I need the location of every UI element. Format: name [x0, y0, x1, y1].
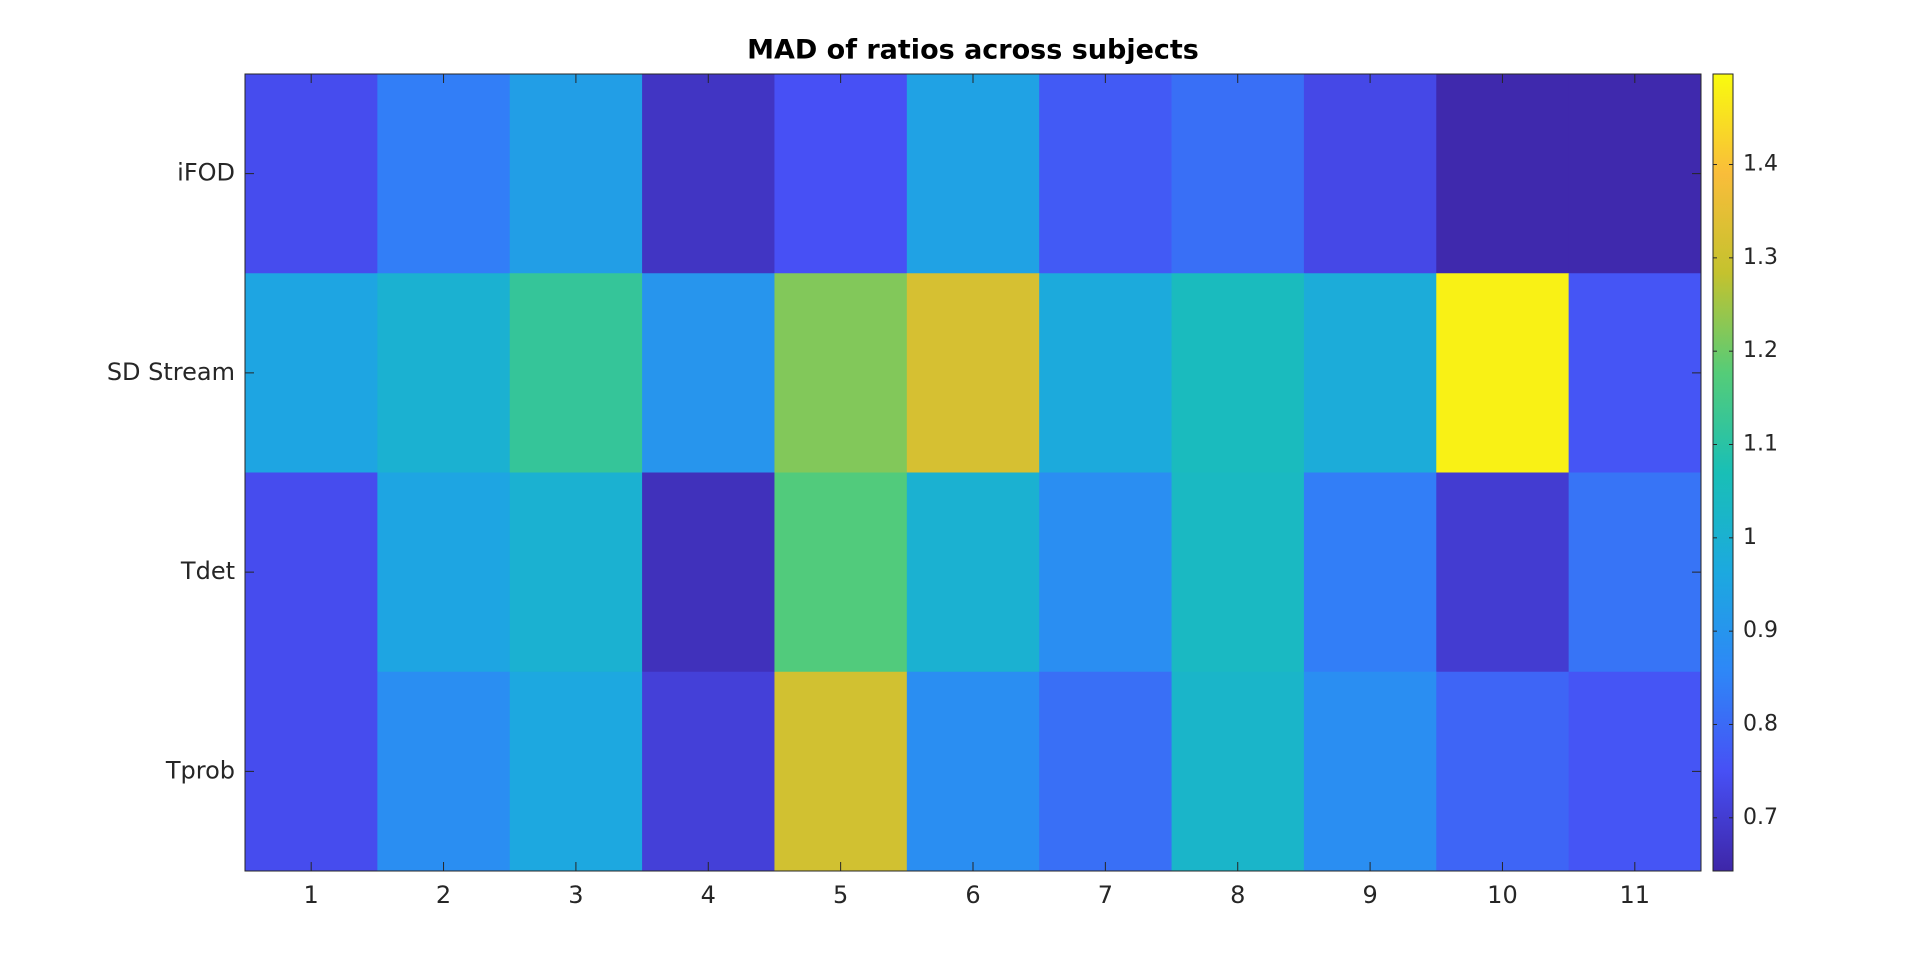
heatmap-cell — [1436, 671, 1570, 872]
colorbar-tick-label: 0.7 — [1743, 805, 1778, 830]
colorbar-tick-label: 1.3 — [1743, 245, 1778, 270]
heatmap-cell — [377, 472, 511, 673]
colorbar-tick-label: 1.1 — [1743, 432, 1778, 457]
chart-title: MAD of ratios across subjects — [747, 35, 1199, 66]
heatmap-cell — [642, 273, 775, 473]
heatmap-cell — [1171, 671, 1305, 872]
heatmap-cell — [1436, 74, 1570, 274]
x-tick-label: 6 — [965, 881, 980, 909]
colorbar-tick-label: 1.4 — [1743, 152, 1778, 177]
y-tick-label: Tprob — [165, 756, 235, 784]
heatmap-cell — [774, 671, 908, 872]
axes-frame — [244, 73, 1702, 872]
heatmap-cell — [509, 74, 643, 274]
x-tick-label: 4 — [701, 881, 716, 909]
heatmap-cell — [642, 472, 775, 673]
heatmap-cell — [1303, 472, 1437, 673]
x-tick-label: 7 — [1098, 881, 1113, 909]
heatmap-cell — [774, 472, 908, 673]
y-tick-label: Tdet — [180, 557, 235, 585]
heatmap-cell — [1039, 671, 1173, 872]
heatmap-cell — [1171, 273, 1305, 473]
heatmap-cell — [245, 74, 378, 274]
heatmap-cell — [774, 273, 908, 473]
heatmap-cell — [906, 472, 1040, 673]
heatmap-cell — [1039, 273, 1173, 473]
heatmap-cell — [1171, 472, 1305, 673]
heatmap-cell — [245, 273, 378, 473]
heatmap-cell — [509, 671, 643, 872]
heatmap-cell — [906, 273, 1040, 473]
x-tick-label: 2 — [436, 881, 451, 909]
colorbar-tick-label: 0.8 — [1743, 711, 1778, 736]
heatmap-cell — [509, 273, 643, 473]
heatmap-cell — [1436, 472, 1570, 673]
y-tick-label: iFOD — [177, 159, 235, 187]
x-tick-label: 3 — [568, 881, 583, 909]
heatmap-cell — [1568, 671, 1702, 872]
x-tick-label: 5 — [833, 881, 848, 909]
colorbar — [1712, 73, 1734, 872]
x-tick-label: 9 — [1362, 881, 1377, 909]
heatmap-cell — [509, 472, 643, 673]
heatmap-cell — [1171, 74, 1305, 274]
heatmap-cell — [642, 74, 775, 274]
heatmap-cell — [377, 671, 511, 872]
heatmap-cell — [377, 273, 511, 473]
heatmap-cell — [1568, 472, 1702, 673]
heatmap-cell — [1568, 273, 1702, 473]
colorbar-tick-label: 1 — [1743, 525, 1757, 550]
heatmap-cell — [1303, 273, 1437, 473]
heatmap-cell — [1568, 74, 1702, 274]
heatmap-cell — [906, 671, 1040, 872]
x-tick-label: 1 — [304, 881, 319, 909]
heatmap-cell — [245, 472, 378, 673]
heatmap-cell — [774, 74, 908, 274]
heatmap-cell — [642, 671, 775, 872]
heatmap-cell — [906, 74, 1040, 274]
y-tick-label: SD Stream — [107, 358, 235, 386]
x-tick-label: 11 — [1620, 881, 1651, 909]
x-tick-label: 10 — [1487, 881, 1518, 909]
heatmap-cell — [1436, 273, 1570, 473]
colorbar-tick-label: 0.9 — [1743, 618, 1778, 643]
colorbar-tick-label: 1.2 — [1743, 338, 1778, 363]
heatmap-cell — [1303, 74, 1437, 274]
heatmap-cell — [245, 671, 378, 872]
x-tick-label: 8 — [1230, 881, 1245, 909]
heatmap-cell — [1303, 671, 1437, 872]
heatmap-cell — [1039, 472, 1173, 673]
heatmap-cell — [377, 74, 511, 274]
heatmap-cell — [1039, 74, 1173, 274]
